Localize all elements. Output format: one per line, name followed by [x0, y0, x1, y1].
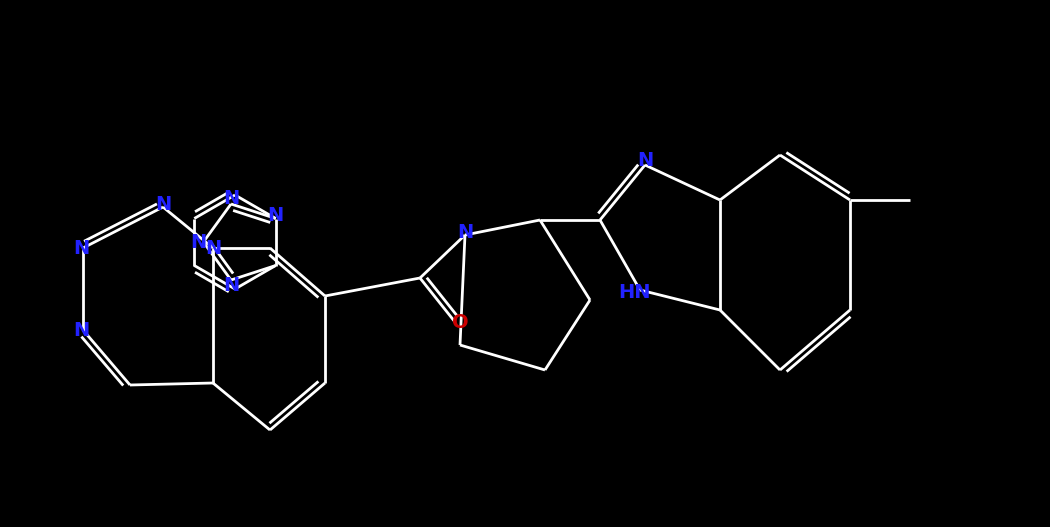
Text: O: O: [452, 313, 468, 331]
Text: HN: HN: [618, 282, 651, 301]
Text: N: N: [205, 239, 222, 258]
Text: N: N: [637, 151, 653, 170]
Text: N: N: [223, 276, 239, 295]
Text: N: N: [223, 190, 239, 209]
Text: N: N: [155, 196, 171, 214]
Text: N: N: [457, 222, 474, 241]
Text: N: N: [72, 239, 89, 258]
Text: N: N: [190, 232, 207, 251]
Text: N: N: [268, 206, 284, 225]
Text: N: N: [72, 320, 89, 339]
